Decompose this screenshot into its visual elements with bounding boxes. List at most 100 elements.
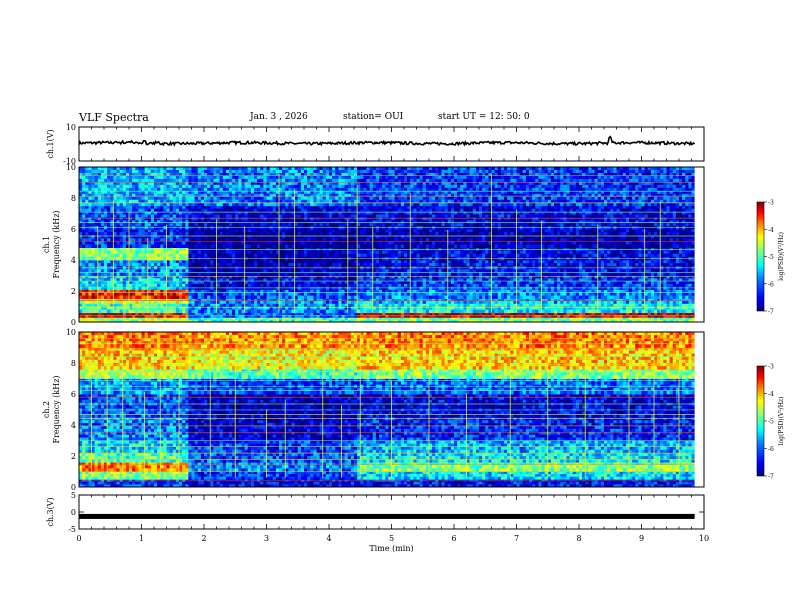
spectrogram-cell <box>476 310 480 314</box>
spectrogram-cell <box>451 301 455 304</box>
spectrogram-cell <box>517 301 521 304</box>
spectrogram-cell <box>367 307 371 311</box>
spectrogram-cell <box>688 317 692 320</box>
spectrogram-cell <box>645 313 649 316</box>
spectrogram-cell <box>613 310 617 314</box>
spectrogram-cell <box>142 307 146 311</box>
spectrogram-cell <box>660 307 664 311</box>
spectrogram-cell <box>288 313 292 316</box>
spectrogram-cell <box>473 307 477 311</box>
spectrogram-cell <box>198 303 202 307</box>
spectrogram-cell <box>448 317 452 320</box>
spectrogram-cell <box>120 310 124 314</box>
spectrogram-cell <box>251 317 255 320</box>
spectrogram-cell <box>395 313 399 316</box>
spectrogram-cell <box>198 315 202 318</box>
spectrogram-cell <box>682 310 686 314</box>
spectrogram-cell <box>207 313 211 316</box>
spectrogram-cell <box>217 313 221 316</box>
spectrogram-cell <box>220 307 224 311</box>
spectrogram-cell <box>582 301 586 304</box>
spectrogram-cell <box>138 315 142 318</box>
spectrogram-cell <box>679 303 683 307</box>
spectrogram-cell <box>410 303 414 307</box>
spectrogram-cell <box>623 301 627 304</box>
spectrogram-cell <box>385 315 389 318</box>
spectrogram-cell <box>498 301 502 304</box>
spectrogram-cell <box>685 317 689 320</box>
spectrogram-cell <box>563 303 567 307</box>
spectrogram-cell <box>270 303 274 307</box>
spectrogram-cell <box>85 301 89 304</box>
spectrogram-cell <box>535 313 539 316</box>
spectrogram-cell <box>332 301 336 304</box>
spectrogram-cell <box>482 310 486 314</box>
spectrogram-cell <box>642 315 646 318</box>
spectrogram-cell <box>429 301 433 304</box>
spectrogram-cell <box>670 313 674 316</box>
spectrogram-cell <box>404 315 408 318</box>
spectrogram-cell <box>217 301 221 304</box>
y-tick-label: 10 <box>66 163 76 172</box>
spectrogram-cell <box>526 301 530 304</box>
spectrogram-cell <box>126 313 129 316</box>
spectrogram-cell <box>179 310 183 314</box>
spectrogram-cell <box>407 315 411 318</box>
spectrogram-cell <box>454 313 458 316</box>
spectrogram-cell <box>610 313 614 316</box>
spectrogram-cell <box>438 303 442 307</box>
spectrogram-cell <box>82 303 86 307</box>
spectrogram-cell <box>501 307 505 311</box>
spectrogram-cell <box>554 301 558 304</box>
spectrogram-cell <box>379 317 383 320</box>
spectrogram-cell <box>585 303 589 307</box>
spectrogram-cell <box>351 313 355 316</box>
spectrogram-cell <box>335 315 339 318</box>
spectrogram-cell <box>210 301 214 304</box>
spectrogram-cell <box>470 307 474 311</box>
spectrogram-cell <box>679 317 683 320</box>
spectrogram-cell <box>413 303 417 307</box>
spectrogram-cell <box>182 307 186 311</box>
spectrogram-cell <box>532 301 536 304</box>
spectrogram-cell <box>335 301 339 304</box>
spectrogram-cell <box>545 310 549 314</box>
spectrogram-cell <box>482 301 486 304</box>
spectrogram-cell <box>510 307 514 311</box>
spectrogram-cell <box>304 317 308 320</box>
spectrogram-cell <box>629 313 633 316</box>
spectrogram-cell <box>223 313 227 316</box>
spectrogram-cell <box>220 301 224 304</box>
spectrogram-cell <box>88 315 92 318</box>
spectrogram-cell <box>538 315 542 318</box>
spectrogram-cell <box>267 301 271 304</box>
spectrogram-cell <box>263 307 267 311</box>
spectrogram-cell <box>223 310 227 314</box>
spectrogram-cell <box>101 303 105 307</box>
spectrogram-cell <box>285 310 289 314</box>
spectrogram-cell <box>442 313 446 316</box>
spectrogram-cell <box>307 313 311 316</box>
spectrogram-cell <box>504 317 508 320</box>
spectrogram-cell <box>495 301 499 304</box>
spectrogram-cell <box>392 303 396 307</box>
spectrogram-cell <box>601 317 605 320</box>
spectrogram-cell <box>570 301 574 304</box>
spectrogram-cell <box>629 317 633 320</box>
spectrogram-cell <box>432 317 436 320</box>
spectrogram-cell <box>363 317 367 320</box>
spectrogram-cell <box>167 303 171 307</box>
spectrogram-cell <box>551 301 555 304</box>
spectrogram-cell <box>142 317 146 320</box>
spectrogram-cell <box>104 315 108 318</box>
spectrogram-cell <box>148 303 152 307</box>
spectrogram-cell <box>198 307 202 311</box>
spectrogram-cell <box>517 317 521 320</box>
spectrogram-cell <box>467 307 471 311</box>
spectrogram-cell <box>460 313 464 316</box>
spectrogram-cell <box>451 313 455 316</box>
spectrogram-cell <box>210 310 214 314</box>
spectrogram-cell <box>417 310 421 314</box>
spectrogram-cell <box>654 301 658 304</box>
spectrogram-cell <box>463 315 467 318</box>
